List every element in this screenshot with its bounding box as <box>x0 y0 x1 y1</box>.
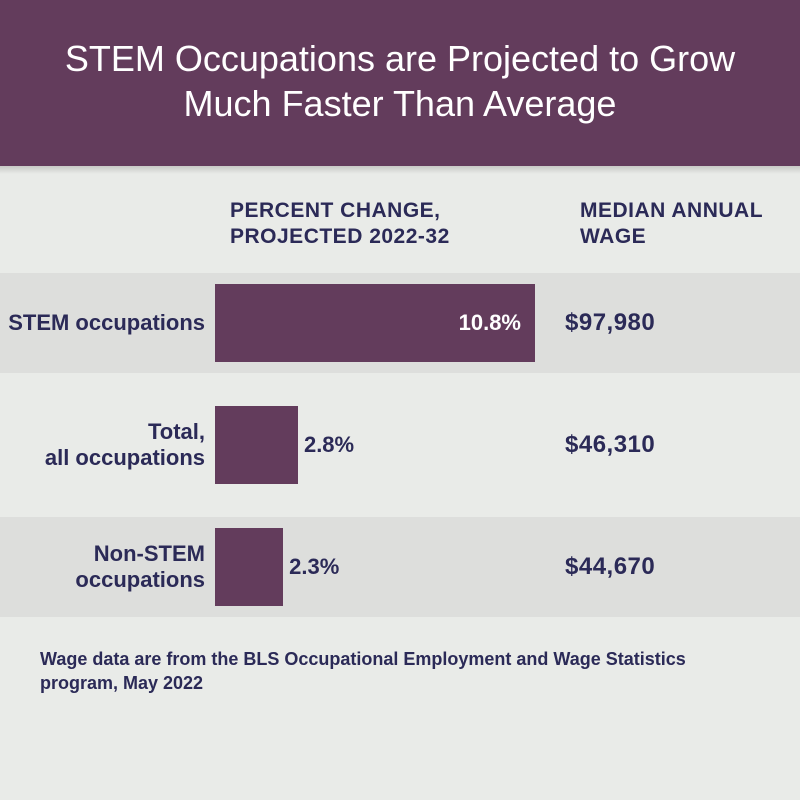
bar-value-label: 2.8% <box>298 432 354 458</box>
bar-value-label: 10.8% <box>459 310 535 336</box>
row-wage: $46,310 <box>535 431 800 459</box>
column-header-wage: MEDIAN ANNUAL WAGE <box>550 198 800 251</box>
table-row: Non-STEM occupations 2.3% $44,670 <box>0 517 800 617</box>
chart-title: STEM Occupations are Projected to Grow M… <box>0 0 800 166</box>
column-header-percent: PERCENT CHANGE, PROJECTED 2022-32 <box>230 198 550 251</box>
table-row: Total,all occupations 2.8% $46,310 <box>0 395 800 495</box>
row-wage: $44,670 <box>535 553 800 581</box>
table-row: STEM occupations 10.8%$97,980 <box>0 273 800 373</box>
row-label: Total,all occupations <box>0 419 215 470</box>
bar-value-label: 2.3% <box>283 554 339 580</box>
row-label: STEM occupations <box>0 310 215 335</box>
chart-body: PERCENT CHANGE, PROJECTED 2022-32 MEDIAN… <box>0 166 800 695</box>
bar: 10.8% <box>215 284 535 362</box>
column-headers: PERCENT CHANGE, PROJECTED 2022-32 MEDIAN… <box>0 184 800 273</box>
footnote: Wage data are from the BLS Occupational … <box>0 617 800 696</box>
bar-area: 10.8% <box>215 284 535 362</box>
bar-area: 2.8% <box>215 406 535 484</box>
bar <box>215 528 283 606</box>
row-wage: $97,980 <box>535 309 800 337</box>
bar-area: 2.3% <box>215 528 535 606</box>
row-label: Non-STEM occupations <box>0 541 215 592</box>
bar <box>215 406 298 484</box>
